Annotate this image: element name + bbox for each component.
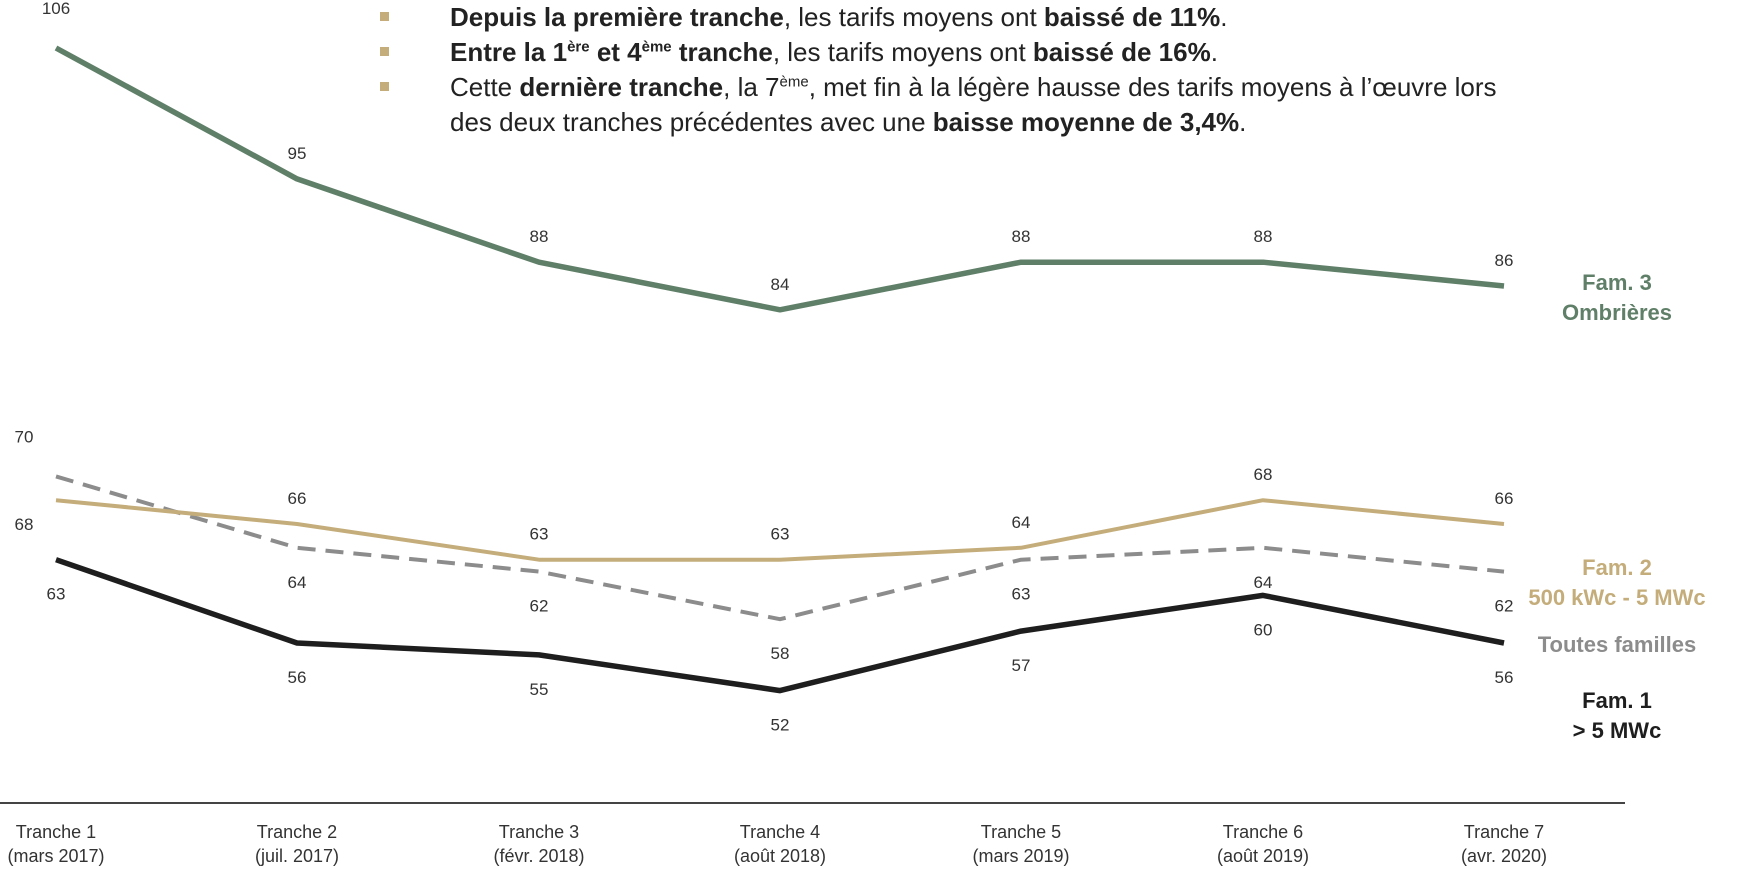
data-label-fam2: 63 [530, 525, 549, 544]
x-tick-label: (mars 2019) [972, 846, 1069, 866]
x-tick-label: (juil. 2017) [255, 846, 339, 866]
series-name-fam1: > 5 MWc [1573, 718, 1662, 743]
series-line-fam2 [55, 498, 1505, 562]
data-label-all: 64 [1254, 573, 1273, 592]
series-line-fam3 [54, 45, 1505, 313]
x-tick-label: Tranche 3 [499, 822, 579, 842]
data-label-fam3: 88 [1012, 227, 1031, 246]
data-label-fam1: 56 [288, 668, 307, 687]
data-label-fam1: 60 [1254, 620, 1273, 639]
x-tick-label: (mars 2017) [7, 846, 104, 866]
bullet-superscript: ère [567, 38, 590, 56]
bullet-text: . [1220, 2, 1228, 32]
data-label-fam1: 55 [530, 680, 549, 699]
bullet-text: ème [780, 72, 809, 102]
data-label-fam1: 63 [47, 585, 66, 604]
data-label-all: 62 [530, 597, 549, 616]
bullet-text: , met fin à la légère hausse des tarifs … [450, 72, 1497, 137]
series-line-all [55, 474, 1505, 622]
key-findings-list: Depuis la première tranche, les tarifs m… [370, 0, 1520, 140]
data-label-fam2: 68 [1254, 465, 1273, 484]
bullet-emphasis: dernière tranche [519, 72, 724, 102]
bullet-item: Depuis la première tranche, les tarifs m… [370, 0, 1520, 35]
bullet-item: Cette dernière tranche, la 7ème, met fin… [370, 70, 1520, 140]
data-label-all: 62 [1495, 597, 1514, 616]
bullet-emphasis: baissé de 11% [1043, 2, 1221, 32]
data-label-fam3: 88 [530, 227, 549, 246]
x-tick-label: Tranche 1 [16, 822, 96, 842]
data-label-fam1: 52 [771, 716, 790, 735]
bullet-text: , la 7 [723, 72, 780, 102]
series-name-fam3: Ombrières [1562, 300, 1672, 325]
data-label-layer: 106 95 88 84 88 88 86 68 66 63 63 64 68 66 70 64 62 58 63 6… [15, 0, 1514, 735]
series-name-fam2: Fam. 2 [1582, 555, 1652, 580]
bullet-emphasis: baisse moyenne de 3,4% [932, 107, 1240, 137]
data-label-fam2: 63 [771, 525, 790, 544]
data-label-fam2: 68 [15, 515, 34, 534]
data-label-all: 58 [771, 644, 790, 663]
series-layer [54, 45, 1505, 694]
x-tick-label: (févr. 2018) [493, 846, 584, 866]
bullet-square-icon [380, 47, 389, 56]
data-label-fam3: 88 [1254, 227, 1273, 246]
bullet-text: . [1239, 107, 1247, 137]
data-label-fam3: 84 [771, 275, 790, 294]
data-label-all: 70 [15, 427, 34, 446]
x-tick-label: (avr. 2020) [1461, 846, 1547, 866]
bullet-emphasis: Entre la 1 [450, 37, 568, 67]
bullet-square-icon [380, 12, 389, 21]
bullet-text: . [1210, 37, 1218, 67]
series-name-labels: Fam. 3 Ombrières Fam. 2 500 kWc - 5 MWc Tout… [1528, 270, 1705, 743]
series-name-all: Toutes familles [1538, 632, 1697, 657]
series-name-fam1: Fam. 1 [1582, 688, 1652, 713]
bullet-item: Entre la 1ère et 4ème tranche, les tarif… [370, 35, 1520, 70]
bullet-text: Cette [450, 72, 520, 102]
data-label-fam2: 64 [1012, 513, 1031, 532]
bullet-emphasis: et 4 [589, 37, 642, 67]
data-label-all: 63 [1012, 585, 1031, 604]
x-axis-labels: Tranche 1 (mars 2017) Tranche 2 (juil. 2017… [7, 822, 1547, 866]
data-label-fam3: 95 [288, 144, 307, 163]
x-tick-label: (août 2019) [1217, 846, 1309, 866]
x-tick-label: Tranche 6 [1223, 822, 1303, 842]
x-tick-label: (août 2018) [734, 846, 826, 866]
bullet-text: , les tarifs moyens ont [772, 37, 1033, 67]
data-label-fam1: 56 [1495, 668, 1514, 687]
bullet-emphasis: baissé de 16% [1032, 37, 1211, 67]
data-label-fam2: 66 [288, 489, 307, 508]
bullet-superscript: ème [779, 73, 809, 91]
series-name-fam3: Fam. 3 [1582, 270, 1652, 295]
x-tick-label: Tranche 5 [981, 822, 1061, 842]
x-tick-label: Tranche 4 [740, 822, 820, 842]
series-name-fam2: 500 kWc - 5 MWc [1528, 585, 1705, 610]
data-label-fam1: 57 [1012, 656, 1031, 675]
bullet-emphasis: ème [642, 37, 672, 67]
data-label-fam2: 66 [1495, 489, 1514, 508]
bullet-emphasis: tranche [671, 37, 773, 67]
bullet-text: , les tarifs moyens ont [783, 2, 1044, 32]
bullet-emphasis: ère [567, 37, 590, 67]
data-label-fam3: 106 [42, 0, 70, 18]
data-label-fam3: 86 [1495, 251, 1514, 270]
bullet-superscript: ème [641, 38, 672, 56]
data-label-all: 64 [288, 573, 307, 592]
series-line-fam1 [55, 557, 1505, 694]
x-tick-label: Tranche 7 [1464, 822, 1544, 842]
x-tick-label: Tranche 2 [257, 822, 337, 842]
bullet-emphasis: Depuis la première tranche [450, 2, 784, 32]
bullet-square-icon [380, 82, 389, 91]
